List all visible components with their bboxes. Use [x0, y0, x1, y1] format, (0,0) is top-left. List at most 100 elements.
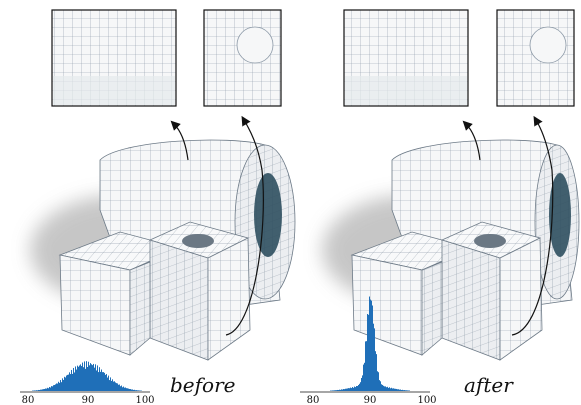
histogram-bar — [403, 390, 404, 391]
histogram-bar — [360, 382, 361, 391]
histogram-bar — [394, 388, 395, 391]
histogram-bar — [137, 390, 138, 391]
histogram-bar — [64, 376, 65, 391]
histogram-bar — [56, 383, 57, 391]
histogram-bar — [373, 323, 374, 391]
histogram-bar — [124, 387, 125, 391]
histogram-bar — [83, 367, 84, 391]
histogram-bar — [372, 305, 373, 391]
histogram-bar — [106, 374, 107, 391]
histogram-bar — [133, 389, 134, 391]
histogram-bar — [90, 363, 91, 391]
histogram-bar — [89, 365, 90, 391]
caption-before: before — [170, 373, 235, 397]
histogram-bar — [350, 387, 351, 391]
histogram-bar — [408, 390, 409, 391]
histogram-bar — [51, 386, 52, 391]
histogram-bar — [379, 380, 380, 391]
histogram-bar — [353, 387, 354, 391]
histogram-bar — [355, 387, 356, 391]
histogram-bar — [129, 388, 130, 391]
histogram-bar — [336, 390, 337, 391]
histogram-bar — [120, 386, 121, 391]
histogram-bar — [62, 378, 63, 391]
histogram-bar — [102, 372, 103, 391]
histogram-bar — [401, 390, 402, 391]
histogram-bar — [386, 387, 387, 391]
histogram-bar — [366, 341, 367, 391]
tick-90-before: 90 — [82, 395, 95, 405]
histogram-bar — [100, 371, 101, 391]
histogram-bar — [139, 390, 140, 391]
histogram-bar — [109, 380, 110, 391]
arrow-to-flat-after — [462, 120, 481, 161]
histogram-bar — [367, 313, 368, 391]
histogram-bar — [132, 389, 133, 391]
histogram-bar — [136, 390, 137, 391]
histogram-bar — [43, 389, 44, 391]
histogram-bar — [95, 364, 96, 391]
histogram-bar — [352, 387, 353, 391]
histogram-bar — [71, 369, 72, 391]
histogram-bar — [127, 388, 128, 391]
histogram-bar — [381, 384, 382, 391]
caption-after: after — [464, 373, 514, 397]
histogram-bar — [395, 388, 396, 391]
histogram-bar — [333, 390, 334, 391]
panel-after: 80 90 100 after — [300, 9, 580, 405]
histogram-bar — [113, 381, 114, 391]
histogram-bar — [77, 365, 78, 391]
tick-100-after: 100 — [417, 395, 436, 405]
histogram-bar — [400, 389, 401, 391]
tick-80-before: 80 — [22, 395, 35, 405]
histogram-after: 80 90 100 — [300, 296, 437, 405]
histogram-bar — [44, 388, 45, 391]
histogram-bar — [387, 386, 388, 391]
histogram-bar — [365, 341, 366, 391]
histogram-bar — [370, 299, 371, 391]
histogram-bar — [45, 388, 46, 391]
histogram-bar — [335, 390, 336, 391]
histogram-bar — [351, 388, 352, 391]
histogram-bar — [338, 390, 339, 391]
histogram-bar — [343, 389, 344, 391]
histogram-bar — [41, 389, 42, 391]
histogram-bar — [67, 374, 68, 391]
histogram-bar — [138, 390, 139, 391]
histogram-bar — [116, 383, 117, 391]
histogram-bar — [344, 389, 345, 391]
histogram-bar — [81, 366, 82, 391]
histogram-bar — [396, 388, 397, 391]
histogram-bar — [346, 388, 347, 391]
histogram-bar — [61, 382, 62, 391]
histogram-bar — [354, 386, 355, 391]
histogram-bar — [378, 372, 379, 391]
histogram-bar — [377, 371, 378, 391]
mesh-part-after — [350, 139, 580, 361]
histogram-bar — [63, 379, 64, 391]
histogram-bar — [388, 387, 389, 391]
histogram-bar — [60, 380, 61, 391]
histogram-bar — [87, 367, 88, 391]
histogram-bar — [66, 375, 67, 391]
histogram-bar — [93, 363, 94, 391]
histogram-bar — [59, 382, 60, 391]
histogram-bar — [347, 388, 348, 391]
histogram-bar — [121, 385, 122, 391]
histogram-bar — [46, 388, 47, 391]
tick-100-before: 100 — [135, 395, 154, 405]
histogram-bar — [84, 361, 85, 391]
histogram-bar — [368, 314, 369, 391]
histogram-bar — [402, 389, 403, 391]
histogram-bar — [341, 389, 342, 391]
histogram-bar — [68, 374, 69, 391]
histogram-bar — [58, 381, 59, 391]
histogram-bar — [122, 387, 123, 391]
histogram-bar — [126, 388, 127, 391]
histogram-bar — [332, 390, 333, 391]
histogram-bar — [348, 388, 349, 391]
histogram-bar — [114, 381, 115, 391]
histogram-bar — [85, 368, 86, 391]
histogram-bar — [54, 384, 55, 391]
histogram-bar — [364, 362, 365, 391]
